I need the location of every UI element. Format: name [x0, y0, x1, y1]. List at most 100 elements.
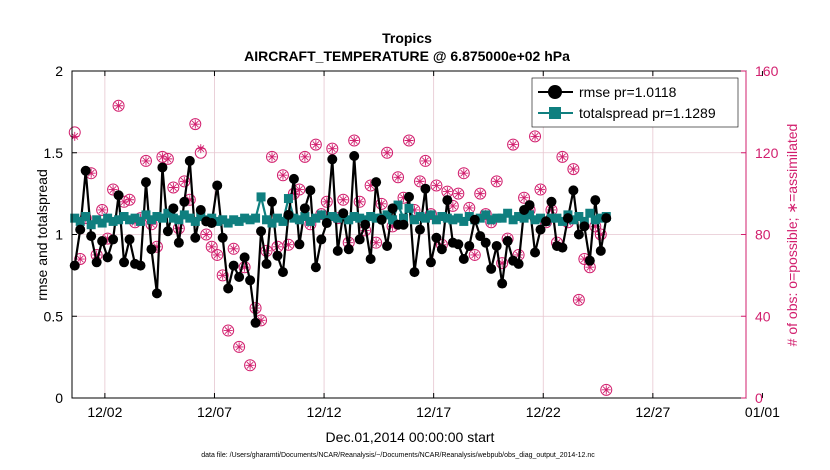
- rmse-point: [234, 272, 245, 283]
- totalspread-point: [240, 213, 250, 223]
- rmse-point: [86, 231, 97, 242]
- obs-possible-marker: [139, 154, 152, 167]
- obs-assimilated-marker: [420, 156, 430, 166]
- obs-possible-marker: [600, 383, 613, 396]
- totalspread-point: [486, 215, 496, 225]
- obs-possible-marker: [567, 163, 580, 176]
- rmse-point: [584, 255, 595, 266]
- obs-assimilated-marker: [70, 131, 80, 141]
- rmse-point: [113, 190, 124, 201]
- totalspread-point: [70, 213, 80, 223]
- rmse-point: [184, 155, 195, 166]
- totalspread-point: [278, 216, 288, 226]
- rmse-point: [239, 252, 250, 263]
- obs-possible-marker: [556, 150, 569, 163]
- totalspread-point: [453, 213, 463, 223]
- obs-assimilated-marker: [218, 270, 228, 280]
- rmse-point: [475, 231, 486, 242]
- obs-possible-marker: [572, 293, 585, 306]
- obs-assimilated-marker: [377, 199, 387, 209]
- obs-assimilated-marker: [459, 168, 469, 178]
- obs-possible-marker: [534, 183, 547, 196]
- obs-assimilated-marker: [536, 185, 546, 195]
- totalspread-point: [459, 216, 469, 226]
- obs-assimilated-marker: [157, 152, 167, 162]
- rmse-point: [212, 180, 223, 191]
- obs-assimilated-marker: [278, 170, 288, 180]
- totalspread-point: [585, 208, 595, 218]
- totalspread-point: [97, 218, 107, 228]
- obs-assimilated-marker: [229, 244, 239, 254]
- legend: rmse pr=1.0118 totalspread pr=1.1289: [531, 77, 739, 128]
- rmse-point: [124, 234, 135, 245]
- rmse-point: [173, 237, 184, 248]
- totalspread-point: [157, 213, 167, 223]
- obs-possible-marker: [353, 195, 366, 208]
- totalspread-point: [503, 208, 513, 218]
- obs-possible-marker: [189, 118, 202, 131]
- totalspread-point: [508, 215, 518, 225]
- totalspread-point: [426, 210, 436, 220]
- obs-assimilated-marker: [114, 101, 124, 111]
- totalspread-point: [557, 216, 567, 226]
- obs-possible-marker: [452, 187, 465, 200]
- totalspread-point: [404, 203, 414, 213]
- obs-assimilated-marker: [349, 135, 359, 145]
- obs-possible-marker: [309, 138, 322, 151]
- totalspread-point: [393, 200, 403, 210]
- obs-assimilated-marker: [415, 176, 425, 186]
- totalspread-point: [251, 213, 261, 223]
- totalspread-point: [568, 215, 578, 225]
- totalspread-point: [141, 210, 151, 220]
- obs-possible-marker: [326, 142, 339, 155]
- obs-possible-marker: [490, 175, 503, 188]
- totalspread-point: [294, 215, 304, 225]
- rmse-point: [414, 224, 425, 235]
- axis-ticks: 12/02 12/07 12/12 12/17 12/22 12/27 01/0100.51…: [44, 63, 781, 420]
- obs-possible-marker: [167, 181, 180, 194]
- totalspread-point: [152, 212, 162, 222]
- totalspread-point: [371, 213, 381, 223]
- legend-totalspread-marker: [549, 107, 561, 119]
- obs-assimilated-marker: [355, 197, 365, 207]
- totalspread-point: [536, 213, 546, 223]
- rmse-point: [409, 267, 420, 278]
- rmse-point: [382, 240, 393, 251]
- rmse-point: [365, 254, 376, 265]
- totalspread-point: [519, 213, 529, 223]
- rmse-point: [135, 260, 146, 271]
- obs-assimilated-marker: [294, 185, 304, 195]
- rmse-point: [321, 218, 332, 229]
- rmse-point: [349, 151, 360, 162]
- obs-possible-marker: [320, 195, 333, 208]
- totalspread-point: [168, 213, 178, 223]
- obs-possible-marker: [474, 187, 487, 200]
- totalspread-point: [431, 215, 441, 225]
- totalspread-point: [448, 215, 458, 225]
- totalspread-point: [174, 215, 184, 225]
- rmse-point: [108, 234, 119, 245]
- totalspread-point: [108, 216, 118, 226]
- rmse-point: [228, 260, 239, 271]
- totalspread-point: [366, 212, 376, 222]
- totalspread-point: [399, 213, 409, 223]
- x-tick-label: 12/12: [307, 404, 342, 420]
- obs-assimilated-marker: [519, 193, 529, 203]
- rmse-point: [283, 209, 294, 220]
- obs-assimilated-marker: [327, 144, 337, 154]
- obs-assimilated-marker: [125, 195, 135, 205]
- totalspread-point: [267, 218, 277, 228]
- obs-assimilated-marker: [371, 238, 381, 248]
- totalspread-point: [185, 213, 195, 223]
- rmse-point: [69, 260, 80, 271]
- obs-possible-marker: [276, 169, 289, 182]
- rmse-point: [431, 232, 442, 243]
- obs-assimilated-marker: [108, 185, 118, 195]
- obs-count-markers: [68, 99, 613, 396]
- obs-assimilated-marker: [470, 250, 480, 260]
- totalspread-point: [415, 212, 425, 222]
- obs-assimilated-marker: [596, 230, 606, 239]
- rmse-point: [360, 219, 371, 230]
- obs-assimilated-marker: [601, 385, 611, 395]
- obs-assimilated-marker: [366, 180, 376, 190]
